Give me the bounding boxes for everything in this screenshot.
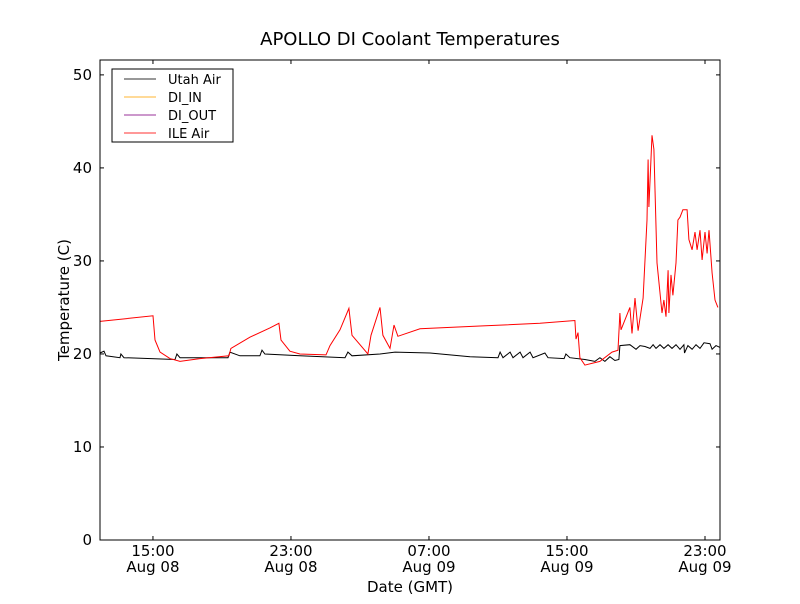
legend-label-di-in: DI_IN [168, 91, 202, 106]
x-tick-label-time: 23:00 [269, 542, 312, 560]
y-axis-label: Temperature (C) [55, 239, 73, 362]
y-tick-label: 0 [82, 531, 92, 549]
y-tick-label: 50 [73, 66, 92, 84]
legend-box [111, 68, 234, 143]
legend-label-utah-air: Utah Air [168, 73, 221, 88]
legend-label-ile-air: ILE Air [168, 127, 210, 142]
y-tick-label: 20 [73, 345, 92, 363]
x-tick-label-date: Aug 08 [264, 558, 317, 576]
plot-frame [99, 59, 721, 541]
x-tick-label-time: 07:00 [407, 542, 450, 560]
x-tick-label-date: Aug 09 [540, 558, 593, 576]
series-line-ile-air [99, 135, 719, 366]
y-tick-label: 10 [73, 438, 92, 456]
x-tick-label-date: Aug 09 [678, 558, 731, 576]
x-tick-label-time: 23:00 [683, 542, 726, 560]
y-tick-label: 30 [73, 252, 92, 270]
legend: Utah Air DI_IN DI_OUT ILE Air [111, 68, 234, 143]
x-tick-label-time: 15:00 [131, 542, 174, 560]
series-line-utah-air [99, 342, 721, 363]
legend-label-di-out: DI_OUT [168, 109, 216, 124]
x-tick-label-date: Aug 08 [126, 558, 179, 576]
x-tick-label-time: 15:00 [545, 542, 588, 560]
chart-title: APOLLO DI Coolant Temperatures [260, 29, 560, 50]
series-layer [99, 135, 721, 366]
x-axis-label: Date (GMT) [367, 578, 453, 596]
x-tick-label-date: Aug 09 [402, 558, 455, 576]
y-tick-label: 40 [73, 159, 92, 177]
